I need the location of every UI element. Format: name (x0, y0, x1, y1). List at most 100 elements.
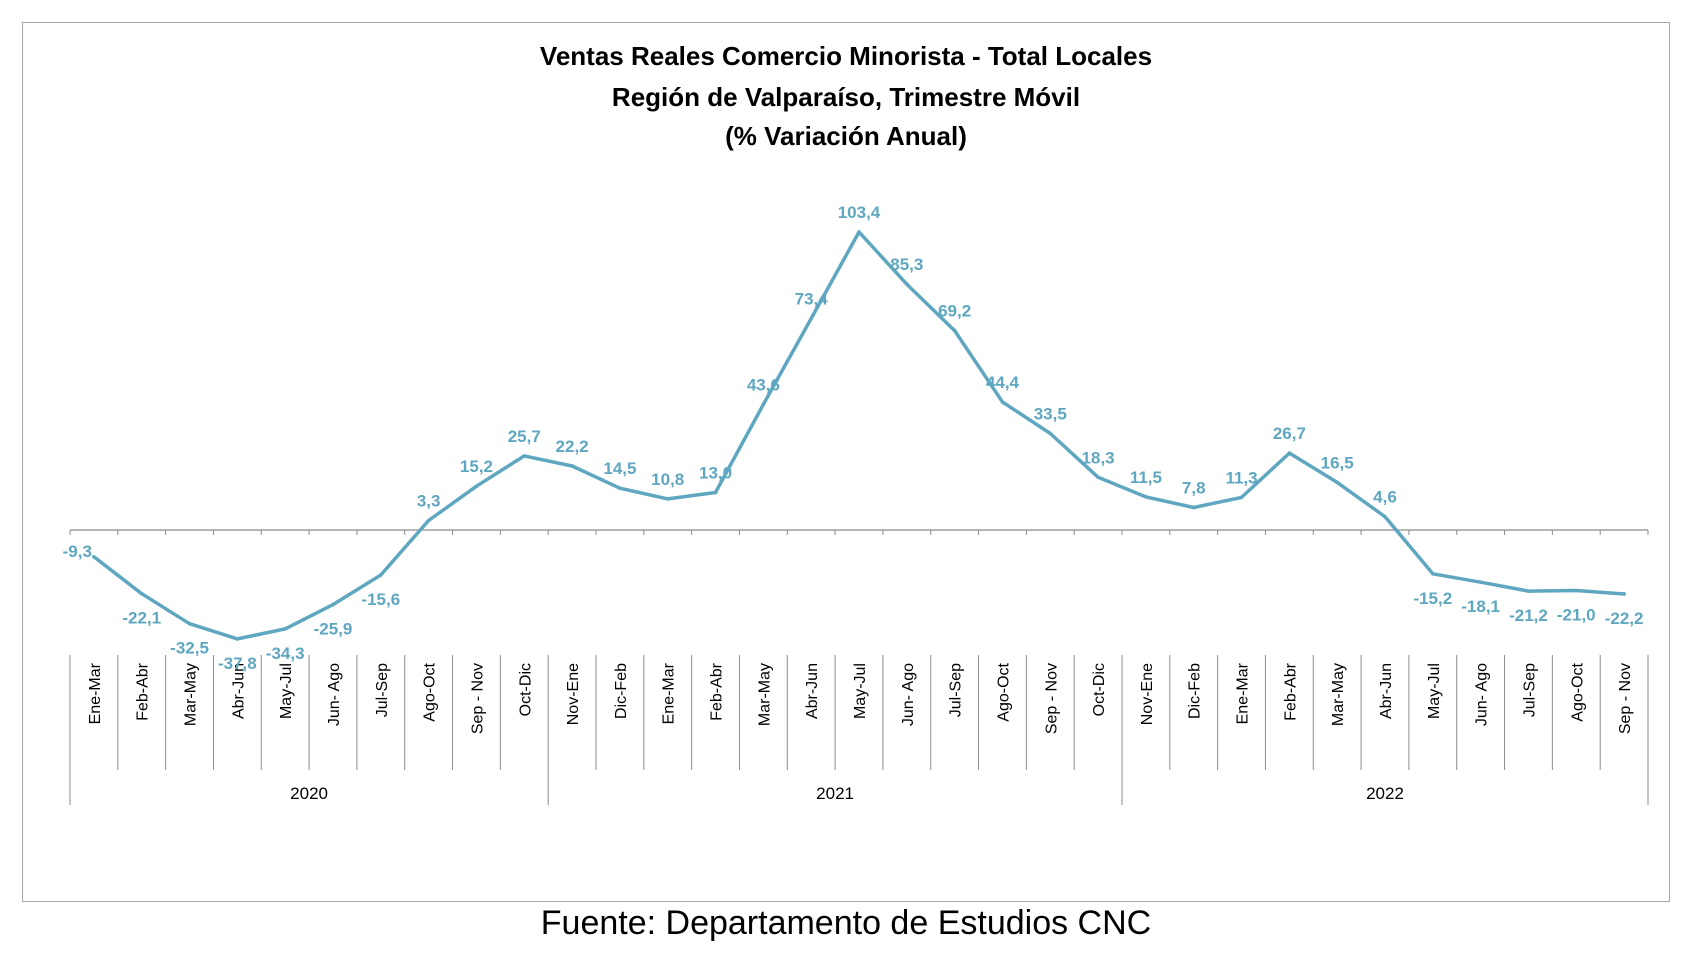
category-label: Jul-Sep (1521, 663, 1538, 717)
chart-title-line: Región de Valparaíso, Trimestre Móvil (612, 82, 1080, 112)
data-point (1431, 572, 1435, 576)
category-label: Sep - Nov (1043, 663, 1060, 734)
data-point (1096, 475, 1100, 480)
data-point (1000, 400, 1005, 404)
data-label: -21,0 (1557, 606, 1596, 625)
data-label: -22,1 (122, 609, 161, 628)
data-label: 73,4 (795, 289, 829, 308)
data-point (283, 627, 287, 631)
data-label: 7,8 (1182, 479, 1206, 498)
category-label: Jul-Sep (948, 663, 965, 717)
data-label: 13,0 (699, 464, 732, 483)
data-point (570, 464, 574, 468)
data-label: 85,3 (890, 255, 923, 274)
data-point (1191, 505, 1196, 510)
data-label: 14,5 (603, 459, 636, 478)
line-chart: Ventas Reales Comercio Minorista - Total… (63, 41, 1649, 805)
category-label: Jun- Ago (326, 663, 343, 726)
category-label: Nov-Ene (565, 663, 582, 725)
data-point (952, 328, 957, 333)
data-label: 4,6 (1373, 488, 1397, 507)
chart-title-line: (% Variación Anual) (725, 121, 967, 151)
category-label: Dic-Feb (613, 663, 630, 719)
data-label: 10,8 (651, 470, 684, 489)
data-label: -22,2 (1605, 609, 1644, 628)
category-label: Sep - Nov (1617, 663, 1634, 734)
category-label: Mar-May (183, 663, 200, 726)
data-label: -34,3 (266, 644, 305, 663)
category-label: Ene-Mar (661, 662, 678, 724)
data-point (139, 591, 144, 596)
data-label: -21,2 (1509, 606, 1548, 625)
data-label: 16,5 (1321, 453, 1354, 472)
data-point (1574, 588, 1579, 593)
chart-frame (22, 22, 1670, 902)
data-label: 69,2 (938, 302, 971, 321)
data-point (1239, 495, 1244, 500)
data-point (1622, 592, 1626, 596)
data-point (809, 316, 813, 321)
category-label: Abr-Jun (1378, 663, 1395, 719)
category-label: Jun- Ago (1474, 663, 1491, 726)
data-point (379, 573, 383, 577)
data-label: 103,4 (838, 203, 881, 222)
data-point (761, 402, 766, 407)
data-label: 33,5 (1034, 404, 1067, 423)
category-label: Ago-Oct (422, 662, 439, 721)
data-label: 18,3 (1082, 448, 1115, 467)
category-label: Mar-May (1330, 663, 1347, 726)
data-point (1478, 580, 1483, 584)
series-line (92, 230, 1626, 641)
data-label: 44,4 (986, 373, 1020, 392)
data-point (1048, 431, 1053, 436)
data-label: 25,7 (508, 427, 541, 446)
data-point (1144, 495, 1148, 499)
data-point (235, 637, 240, 641)
data-point (92, 555, 96, 559)
year-label: 2020 (290, 784, 328, 803)
data-point (1383, 514, 1387, 519)
data-point (857, 230, 861, 234)
year-label: 2022 (1366, 784, 1404, 803)
data-label: -18,1 (1461, 597, 1500, 616)
data-label: 26,7 (1273, 424, 1306, 443)
category-label: Jun- Ago (900, 663, 917, 726)
data-label: -15,2 (1413, 589, 1452, 608)
category-label: Abr-Jun (804, 663, 821, 719)
category-label: Sep - Nov (469, 663, 486, 734)
category-label: Ene-Mar (87, 662, 104, 724)
data-label: -25,9 (314, 620, 353, 639)
data-label: 3,3 (417, 491, 441, 510)
data-point (331, 602, 335, 607)
category-label: Abr-Jun (230, 663, 247, 719)
data-point (1287, 451, 1292, 455)
data-point (522, 454, 527, 458)
data-point (1335, 480, 1339, 485)
category-label: Ago-Oct (1569, 662, 1586, 721)
data-label: 11,3 (1225, 468, 1257, 487)
category-label: May-Jul (852, 663, 869, 719)
category-label: Nov-Ene (1139, 663, 1156, 725)
category-label: Feb-Abr (135, 662, 152, 720)
category-label: May-Jul (278, 663, 295, 719)
data-label: -37,8 (218, 654, 257, 673)
data-label: 22,2 (556, 437, 589, 456)
data-point (713, 490, 718, 495)
data-label: 43,6 (747, 375, 780, 394)
year-label: 2021 (816, 784, 854, 803)
data-label: -9,3 (63, 542, 92, 561)
chart-title-line: Ventas Reales Comercio Minorista - Total… (540, 41, 1152, 71)
category-label: Dic-Feb (1187, 663, 1204, 719)
category-label: Jul-Sep (374, 663, 391, 717)
category-label: Ene-Mar (1235, 662, 1252, 724)
category-label: May-Jul (1426, 663, 1443, 719)
category-label: Feb-Abr (709, 662, 726, 720)
category-label: Oct-Dic (517, 663, 534, 716)
category-label: Mar-May (756, 663, 773, 726)
data-point (665, 497, 670, 501)
category-label: Feb-Abr (1282, 662, 1299, 720)
data-label: 15,2 (460, 457, 493, 476)
data-label: 11,5 (1130, 468, 1162, 487)
data-point (426, 518, 431, 523)
category-label: Ago-Oct (995, 662, 1012, 721)
